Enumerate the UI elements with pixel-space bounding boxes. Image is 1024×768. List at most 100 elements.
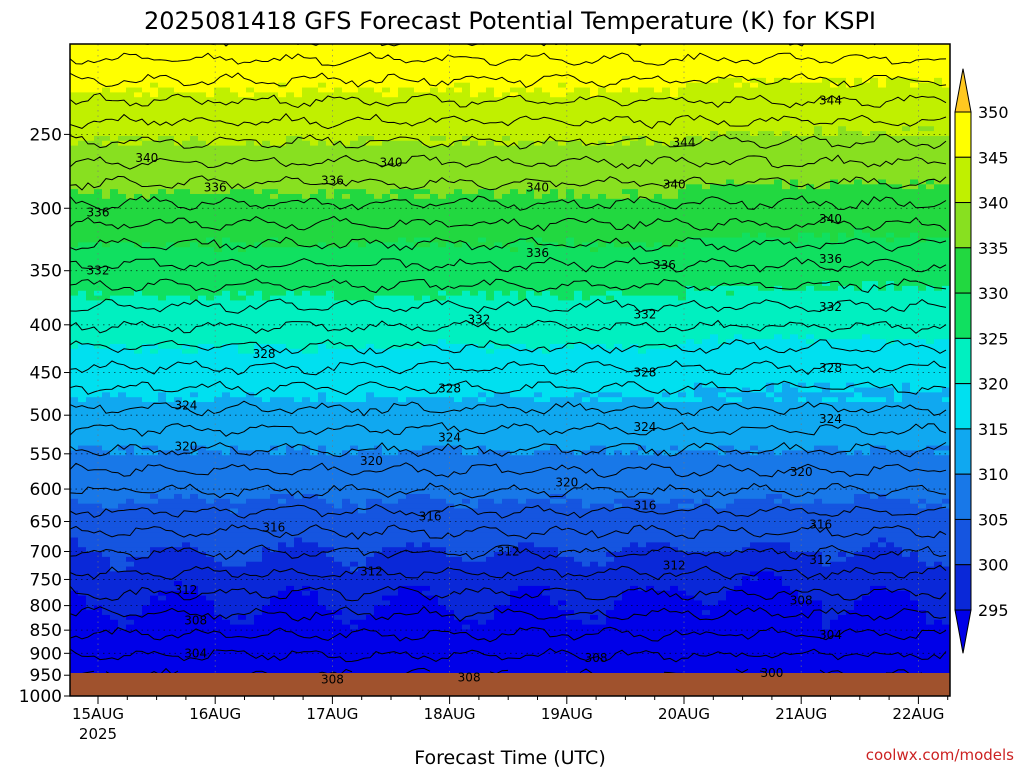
contour-label: 328 xyxy=(633,366,656,380)
contour-label: 316 xyxy=(809,518,832,532)
contour-label: 304 xyxy=(819,628,842,642)
y-tick-label: 400 xyxy=(30,316,62,336)
colorbar-tick-label: 340 xyxy=(978,194,1009,213)
x-tick-label: 21AUG xyxy=(775,705,827,723)
colorbar-tick-label: 305 xyxy=(978,510,1009,529)
contour-label: 324 xyxy=(633,420,656,434)
contour-label: 340 xyxy=(135,151,158,165)
contour-label: 320 xyxy=(174,439,197,453)
colorbar-swatch xyxy=(954,383,972,430)
colorbar-swatch xyxy=(954,518,972,566)
contour-label: 312 xyxy=(360,564,383,578)
colorbar-tick-label: 335 xyxy=(978,239,1009,258)
y-tick-label: 350 xyxy=(30,262,62,282)
y-tick-label: 850 xyxy=(30,621,62,641)
contour-label: 344 xyxy=(673,135,696,149)
contour-label: 312 xyxy=(663,559,686,573)
colorbar-swatch xyxy=(954,337,972,385)
colorbar-tick-label: 330 xyxy=(978,284,1009,303)
y-tick-label: 1000 xyxy=(19,687,62,707)
x-tick-label: 22AUG xyxy=(892,705,944,723)
colorbar-swatch xyxy=(954,202,972,249)
contour-label: 332 xyxy=(87,264,110,278)
contour-label: 312 xyxy=(497,545,520,559)
contour-label: 308 xyxy=(585,651,608,665)
y-tick-label: 700 xyxy=(30,543,62,563)
contour-label: 336 xyxy=(819,252,842,266)
contour-label: 336 xyxy=(204,180,227,194)
contour-label: 308 xyxy=(184,614,207,628)
credit-link[interactable]: coolwx.com/models xyxy=(866,746,1014,764)
y-tick-label: 300 xyxy=(30,199,62,219)
contour-label: 340 xyxy=(819,212,842,226)
contour-label: 328 xyxy=(438,381,461,395)
y-tick-label: 250 xyxy=(30,125,62,145)
x-axis-title: Forecast Time (UTC) xyxy=(414,747,605,768)
plot-frame xyxy=(69,43,951,697)
colorbar-tick-label: 300 xyxy=(978,556,1009,575)
x-tick-label: 18AUG xyxy=(424,705,476,723)
y-tick-label: 600 xyxy=(30,480,62,500)
x-tick-label: 19AUG xyxy=(541,705,593,723)
contour-label: 324 xyxy=(819,412,842,426)
y-tick-label: 800 xyxy=(30,597,62,617)
y-tick-label: 500 xyxy=(30,406,62,426)
contour-label: 304 xyxy=(184,646,207,660)
contour-label: 332 xyxy=(633,308,656,322)
contour-label: 328 xyxy=(819,361,842,375)
contour-label: 320 xyxy=(360,454,383,468)
contour-label: 340 xyxy=(380,156,403,170)
contour-label: 320 xyxy=(555,475,578,489)
contour-label: 340 xyxy=(663,178,686,192)
contour-label: 308 xyxy=(458,670,481,684)
y-tick-label: 450 xyxy=(30,364,62,384)
colorbar: 350 345 340 335 330 325 320 315 310 305 300 295 xyxy=(954,68,1009,654)
colorbar-swatch xyxy=(954,156,972,204)
y-tick-label: 550 xyxy=(30,445,62,465)
colorbar-swatch xyxy=(954,428,972,475)
contour-label: 320 xyxy=(790,465,813,479)
contour-label: 336 xyxy=(653,258,676,272)
contour-label: 312 xyxy=(809,553,832,567)
y-tick-label: 900 xyxy=(30,644,62,664)
y-tick-label: 650 xyxy=(30,512,62,532)
isentrope-lines xyxy=(70,44,947,675)
ground-surface xyxy=(70,673,950,696)
contour-label: 308 xyxy=(321,672,344,686)
x-tick-label: 15AUG xyxy=(72,705,124,723)
colorbar-swatch xyxy=(954,473,972,520)
contour-label: 340 xyxy=(526,180,549,194)
contour-label: 312 xyxy=(174,583,197,597)
contour-label: 344 xyxy=(819,94,842,108)
x-year-label: 2025 xyxy=(79,725,117,743)
contour-label: 308 xyxy=(790,594,813,608)
colorbar-tick-label: 350 xyxy=(978,103,1009,122)
contour-label: 336 xyxy=(526,246,549,260)
colorbar-tick-label: 310 xyxy=(978,465,1009,484)
colorbar-swatch xyxy=(954,247,972,294)
contour-label: 316 xyxy=(262,521,285,535)
contour-label: 316 xyxy=(419,509,442,523)
colorbar-arrow-bottom xyxy=(954,609,972,654)
contour-label: 316 xyxy=(633,499,656,513)
colorbar-tick-label: 325 xyxy=(978,329,1009,348)
y-tick-label: 950 xyxy=(30,666,62,686)
colorbar-tick-label: 320 xyxy=(978,375,1009,394)
contour-label: 336 xyxy=(87,205,110,219)
y-tick-label: 750 xyxy=(30,570,62,590)
colorbar-swatch xyxy=(954,564,972,611)
contour-label: 328 xyxy=(253,347,276,361)
y-axis: 250 300 350 400 450 500 550 600 650 700 750 800 850 9… xyxy=(19,125,70,707)
contour-labels: 340 336 332 336 328 324 320 316 312 308 304 336 340 3… xyxy=(87,94,842,687)
contour-label: 332 xyxy=(467,313,490,327)
colorbar-arrow-top xyxy=(954,68,972,113)
contour-label: 336 xyxy=(321,173,344,187)
contour-label: 300 xyxy=(760,666,783,680)
colorbar-tick-label: 315 xyxy=(978,420,1009,439)
contour-label: 324 xyxy=(174,398,197,412)
x-axis: 15AUG 16AUG 17AUG 18AUG 19AUG 20AUG 21AUG 22AUG xyxy=(72,696,949,723)
colorbar-swatch xyxy=(954,292,972,339)
contour-label: 332 xyxy=(819,300,842,314)
colorbar-swatch xyxy=(954,111,972,158)
